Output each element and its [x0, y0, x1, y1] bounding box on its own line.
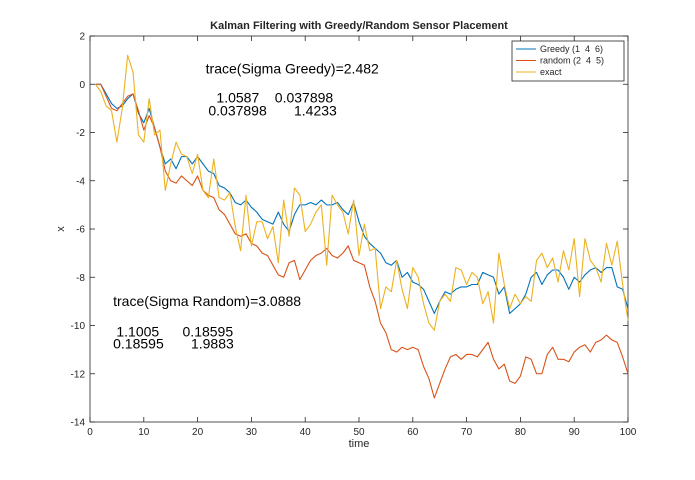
chart-title: Kalman Filtering with Greedy/Random Sens… — [210, 20, 508, 32]
y-tick-label: -12 — [71, 369, 86, 380]
x-tick-label: 50 — [353, 427, 365, 438]
y-tick-label: -14 — [71, 418, 86, 429]
y-tick-label: -6 — [76, 225, 85, 236]
legend-label: exact — [540, 67, 562, 77]
x-tick-label: 20 — [192, 427, 204, 438]
y-tick-label: -10 — [71, 321, 86, 332]
axis-ticks: 0 10 20 30 40 50 60 70 80 90 10020-2-4-6-8-10-12-1… — [71, 32, 637, 439]
y-tick-label: 2 — [79, 32, 85, 43]
x-axis-title: time — [349, 438, 370, 450]
series-line-greedy — [95, 83, 629, 314]
annotation-greedy-cov-row1: 1.0587 0.037898 — [216, 89, 333, 105]
y-tick-label: -2 — [76, 128, 85, 139]
x-tick-label: 80 — [515, 427, 527, 438]
annotation-greedy-cov-row2: 0.037898 1.4233 — [208, 103, 337, 119]
x-tick-label: 30 — [246, 427, 258, 438]
y-tick-label: -4 — [76, 176, 85, 187]
legend-label: random (2 4 5) — [540, 56, 604, 66]
x-tick-label: 100 — [620, 427, 637, 438]
y-axis-title: x — [55, 226, 67, 232]
series-lines — [94, 54, 629, 399]
annotation-random-trace: trace(Sigma Random)=3.0888 — [113, 293, 301, 309]
annotations: trace(Sigma Greedy)=2.482 1.0587 0.037898… — [113, 60, 379, 351]
x-tick-label: 90 — [569, 427, 581, 438]
legend-label: Greedy (1 4 6) — [540, 44, 603, 54]
y-tick-label: 0 — [79, 80, 85, 91]
plot-area — [89, 35, 629, 423]
x-tick-label: 60 — [407, 427, 419, 438]
x-tick-label: 70 — [461, 427, 473, 438]
x-tick-label: 40 — [300, 427, 312, 438]
series-line-random — [95, 83, 629, 399]
x-tick-label: 0 — [87, 427, 93, 438]
annotation-random-cov-row2: 0.18595 1.9883 — [113, 335, 234, 351]
x-tick-label: 10 — [138, 427, 150, 438]
legend: Greedy (1 4 6) random (2 4 5)exact — [511, 40, 625, 82]
y-tick-label: -8 — [76, 273, 85, 284]
annotation-greedy-trace: trace(Sigma Greedy)=2.482 — [206, 60, 379, 76]
annotation-random-cov-row1: 1.1005 0.18595 — [116, 323, 233, 339]
series-line-exact — [94, 54, 629, 331]
